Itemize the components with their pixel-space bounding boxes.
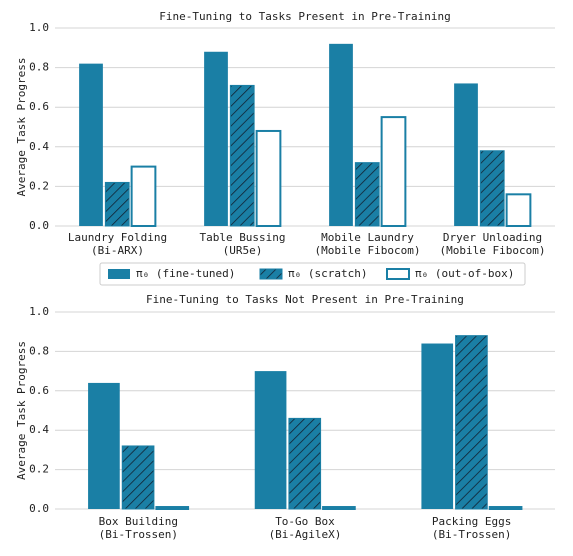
bar	[421, 343, 454, 509]
bar	[121, 445, 155, 510]
bar	[322, 506, 356, 510]
bar	[254, 371, 287, 509]
bar	[329, 43, 353, 227]
chart-title: Fine-Tuning to Tasks Present in Pre-Trai…	[159, 10, 450, 23]
y-tick-label: 1.0	[29, 21, 49, 34]
bar	[88, 382, 120, 509]
y-tick-label: 0.2	[29, 463, 49, 476]
x-tick-label: Packing Eggs (Bi-Trossen)	[431, 515, 512, 541]
legend-label: π₀ (out-of-box)	[415, 267, 514, 280]
y-tick-label: 0.8	[29, 61, 49, 74]
y-axis-label: Average Task Progress	[15, 341, 28, 480]
bar	[130, 165, 157, 228]
y-axis-label: Average Task Progress	[15, 57, 28, 196]
y-tick-label: 0.0	[29, 502, 49, 515]
y-tick-label: 0.2	[29, 179, 49, 192]
x-tick-label: To-Go Box (Bi-AgileX)	[268, 515, 342, 541]
bar	[354, 162, 380, 227]
bar	[104, 181, 130, 227]
y-tick-label: 0.0	[29, 219, 49, 232]
legend-label: π₀ (scratch)	[288, 267, 367, 280]
y-tick-label: 0.4	[29, 140, 49, 153]
y-tick-label: 0.6	[29, 384, 49, 397]
bar	[505, 193, 532, 228]
legend-swatch	[108, 269, 130, 279]
bar	[455, 335, 488, 510]
chart-title: Fine-Tuning to Tasks Not Present in Pre-…	[146, 293, 464, 306]
x-tick-label: Table Bussing (UR5e)	[199, 231, 286, 257]
bar	[380, 116, 407, 227]
x-tick-label: Box Building (Bi-Trossen)	[98, 515, 179, 541]
bar	[288, 417, 322, 510]
y-tick-label: 0.4	[29, 423, 49, 436]
x-tick-label: Mobile Laundry (Mobile Fibocom)	[314, 231, 421, 257]
legend-swatch	[386, 268, 410, 280]
legend-swatch	[259, 268, 283, 280]
bar	[479, 150, 505, 227]
x-tick-label: Dryer Unloading (Mobile Fibocom)	[439, 231, 546, 257]
bar	[155, 506, 190, 510]
bar	[255, 129, 282, 228]
bar	[79, 63, 103, 226]
bar	[488, 506, 523, 510]
y-tick-label: 0.8	[29, 344, 49, 357]
y-tick-label: 1.0	[29, 305, 49, 318]
legend-box	[99, 262, 526, 286]
y-tick-label: 0.6	[29, 100, 49, 113]
bar	[454, 83, 478, 226]
bar	[229, 84, 255, 227]
x-tick-label: Laundry Folding (Bi-ARX)	[67, 231, 168, 257]
legend-label: π₀ (fine-tuned)	[136, 267, 235, 280]
bar	[204, 51, 228, 227]
